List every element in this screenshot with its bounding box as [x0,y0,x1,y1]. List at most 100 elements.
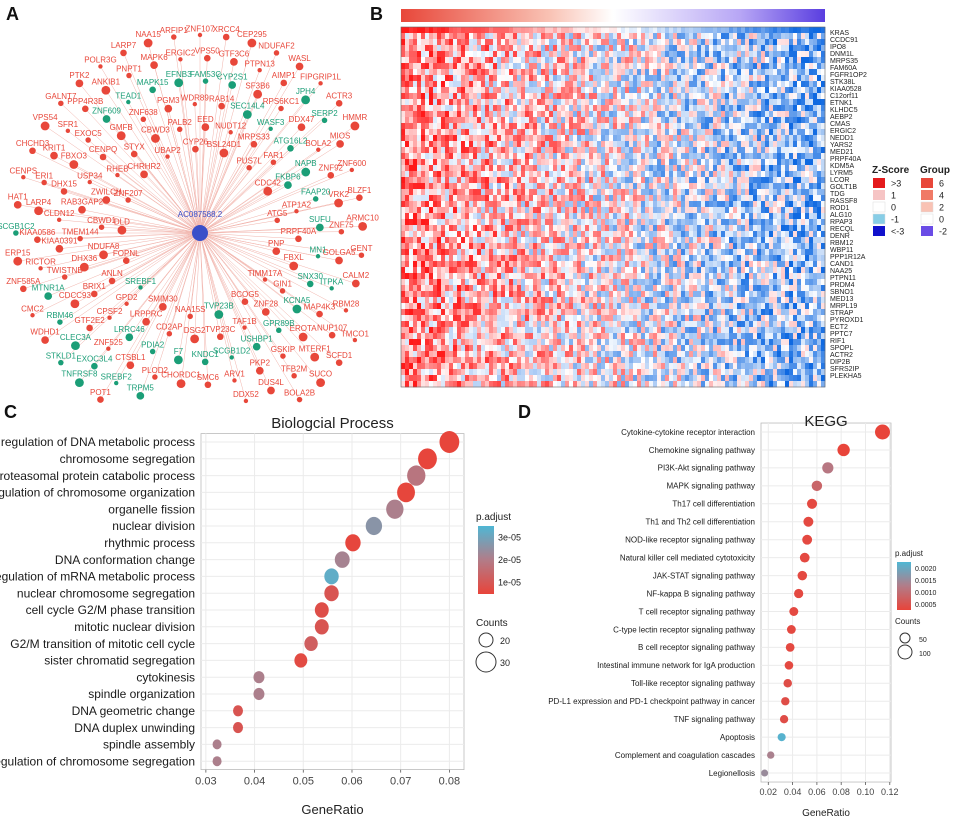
heatmap-cell [629,39,634,46]
heatmap-cell [593,357,598,364]
heatmap-cell [465,225,470,232]
heatmap-cell [661,81,666,88]
heatmap-cell [625,177,630,184]
heatmap-cell [493,201,498,208]
heatmap-cell [465,375,470,382]
heatmap-cell [681,357,686,364]
heatmap-cell [681,291,686,298]
heatmap-cell [445,273,450,280]
heatmap-cell [481,363,486,370]
heatmap-cell [573,327,578,334]
heatmap-cell [541,255,546,262]
heatmap-cell [517,381,522,388]
heatmap-cell [437,297,442,304]
heatmap-cell [633,225,638,232]
heatmap-cell [637,39,642,46]
heatmap-cell [533,363,538,370]
heatmap-cell [617,87,622,94]
heatmap-cell [577,51,582,58]
heatmap-cell [617,171,622,178]
heatmap-cell [441,27,446,34]
heatmap-cell [501,147,506,154]
heatmap-cell [413,135,418,142]
heatmap-cell [485,93,490,100]
heatmap-cell [561,255,566,262]
heatmap-cell [421,369,426,376]
heatmap-cell [665,321,670,328]
heatmap-cell [433,45,438,52]
heatmap-cell [593,249,598,256]
heatmap-cell [497,369,502,376]
heatmap-cell [649,303,654,310]
gene-label: FIPGRIP1L [300,73,341,82]
heatmap-cell [529,369,534,376]
heatmap-cell [473,195,478,202]
heatmap-cell [657,27,662,34]
heatmap-cell [569,39,574,46]
heatmap-cell [513,345,518,352]
heatmap-cell [421,381,426,388]
heatmap-cell [585,147,590,154]
heatmap-cell [557,345,562,352]
heatmap-cell [457,183,462,190]
heatmap-cell [569,99,574,106]
heatmap-cell [501,249,506,256]
heatmap-cell [601,345,606,352]
gene-node [116,131,126,141]
heatmap-cell [601,45,606,52]
heatmap-cell [461,117,466,124]
gene-label: EXOC3L4 [76,354,113,363]
heatmap-cell [433,273,438,280]
heatmap-cell [477,207,482,214]
heatmap-cell [501,381,506,388]
heatmap-cell [481,225,486,232]
heatmap-cell [417,357,422,364]
heatmap-cell [493,57,498,64]
heatmap-cell [577,303,582,310]
gene-label: NAA15 [135,30,161,39]
heatmap-cell [593,165,598,172]
heatmap-cell [605,243,610,250]
gene-label: WDHD1 [30,328,60,337]
network-edge [60,103,201,234]
heatmap-cell [637,189,642,196]
heatmap-cell [405,225,410,232]
heatmap-cell [641,225,646,232]
heatmap-cell [517,171,522,178]
heatmap-cell [465,345,470,352]
heatmap-cell [605,237,610,244]
network-edge [199,220,278,234]
heatmap-cell [637,57,642,64]
heatmap-cell [693,213,698,220]
heatmap-cell [653,309,658,316]
heatmap-cell [693,225,698,232]
heatmap-cell [433,309,438,316]
heatmap-cell [525,33,530,40]
heatmap-cell [457,357,462,364]
heatmap-cell [421,375,426,382]
heatmap-cell [633,285,638,292]
heatmap-cell [509,249,514,256]
heatmap-cell [629,345,634,352]
heatmap-cell [489,285,494,292]
heatmap-cell [421,153,426,160]
heatmap-cell [677,255,682,262]
heatmap-cell [625,297,630,304]
heatmap-cell [617,75,622,82]
heatmap-cell [425,27,430,34]
heatmap-cell [457,297,462,304]
heatmap-cell [553,303,558,310]
heatmap-cell [489,177,494,184]
heatmap-cell [449,189,454,196]
heatmap-cell [669,153,674,160]
heatmap-cell [549,33,554,40]
heatmap-cell [649,345,654,352]
heatmap-cell [621,183,626,190]
heatmap-cell [689,75,694,82]
heatmap-cell [521,117,526,124]
gene-node [335,359,343,366]
heatmap-cell [597,33,602,40]
heatmap-cell [453,279,458,286]
heatmap-cell [525,123,530,130]
heatmap-cell [641,123,646,130]
